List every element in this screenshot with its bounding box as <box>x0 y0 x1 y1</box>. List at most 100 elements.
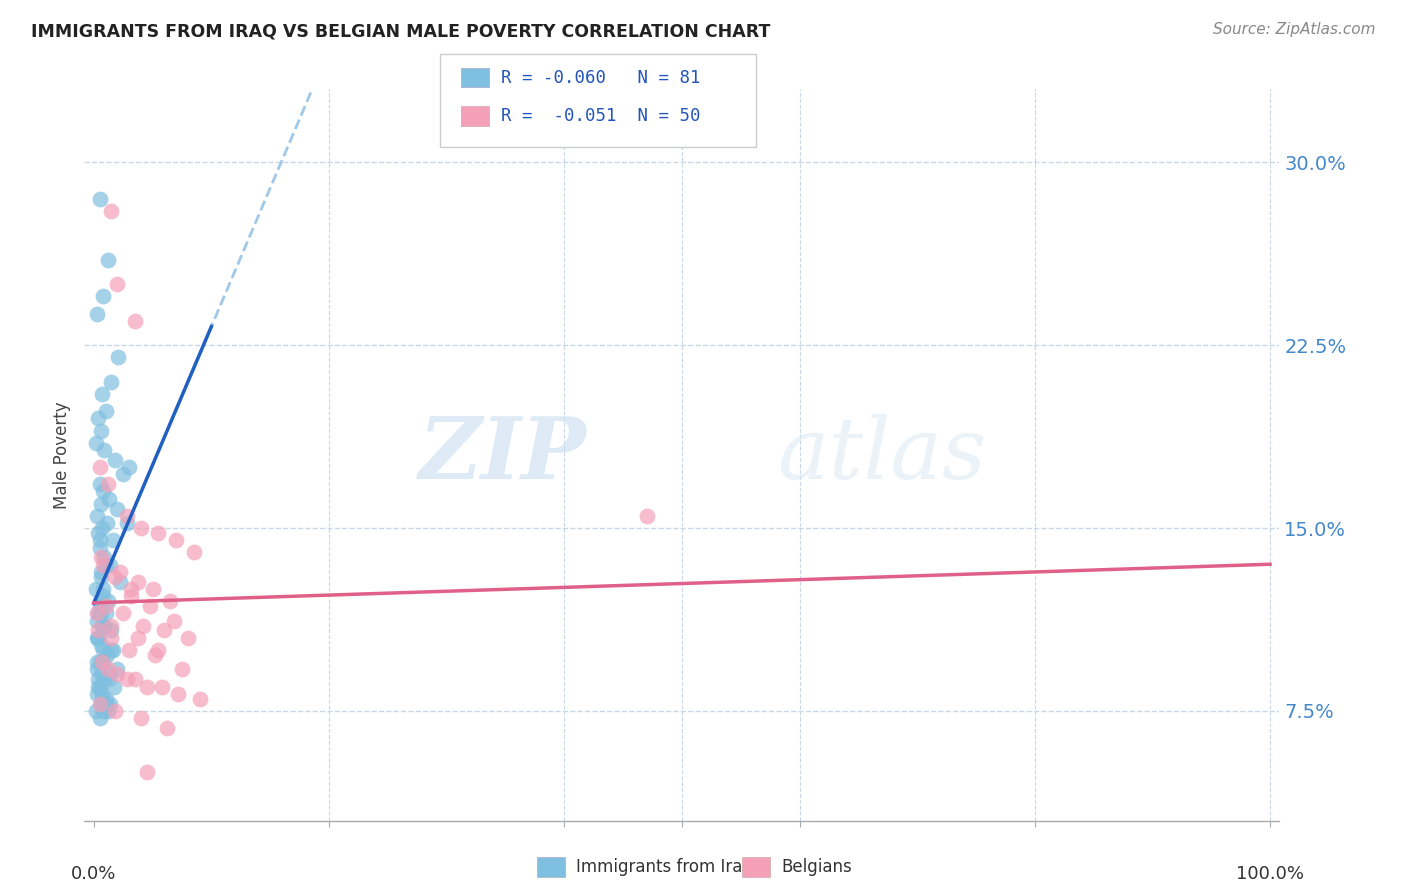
Point <box>98 672 121 686</box>
Point <box>103 680 125 694</box>
Point <box>90 697 112 711</box>
Point <box>90 424 112 438</box>
Point <box>97 477 120 491</box>
Point <box>91 484 114 499</box>
Point <box>170 663 193 677</box>
Point <box>112 467 135 482</box>
Point <box>98 667 121 681</box>
Point <box>94 558 117 572</box>
Point <box>132 618 155 632</box>
Point <box>159 594 181 608</box>
Point <box>105 501 128 516</box>
Point <box>101 643 124 657</box>
Point <box>100 204 122 219</box>
Point <box>124 672 146 686</box>
Point <box>97 663 120 677</box>
Point <box>93 443 115 458</box>
Point <box>90 497 112 511</box>
Point <box>86 607 108 621</box>
Point <box>91 691 114 706</box>
Point <box>129 521 152 535</box>
Point <box>89 192 111 206</box>
Point <box>108 574 131 589</box>
Point <box>90 550 112 565</box>
Point <box>98 558 121 572</box>
Point <box>105 277 128 292</box>
Point <box>100 618 122 632</box>
Point <box>97 594 120 608</box>
Point <box>86 306 108 320</box>
Point <box>89 594 111 608</box>
Text: 0.0%: 0.0% <box>72 864 117 882</box>
Point <box>96 648 118 662</box>
Point <box>98 697 121 711</box>
Point <box>636 508 658 523</box>
Point <box>93 618 115 632</box>
Text: Immigrants from Iraq: Immigrants from Iraq <box>576 858 754 876</box>
Point <box>84 704 107 718</box>
Point <box>143 648 166 662</box>
Point <box>91 704 114 718</box>
Point <box>100 624 122 638</box>
Point <box>94 404 117 418</box>
Point <box>127 631 149 645</box>
Point <box>104 704 127 718</box>
Point <box>87 631 110 645</box>
Point <box>153 624 176 638</box>
Point <box>87 672 110 686</box>
Point <box>90 638 112 652</box>
Point <box>91 582 114 596</box>
Point <box>142 582 165 596</box>
Point <box>165 533 187 548</box>
Point <box>163 614 186 628</box>
Point <box>86 631 108 645</box>
Point <box>96 516 118 531</box>
Point <box>94 691 117 706</box>
Point <box>94 607 117 621</box>
Point <box>124 314 146 328</box>
Point <box>91 558 114 572</box>
Point <box>135 764 157 779</box>
Point <box>89 680 111 694</box>
Point <box>112 607 135 621</box>
Point <box>89 533 111 548</box>
Point <box>89 541 111 555</box>
Point <box>148 525 170 540</box>
Point <box>89 599 111 613</box>
Point <box>91 590 114 604</box>
Point <box>84 582 107 596</box>
Point <box>91 655 114 669</box>
Point <box>91 643 114 657</box>
Point <box>84 435 107 450</box>
Text: R = -0.060   N = 81: R = -0.060 N = 81 <box>501 69 700 87</box>
Point <box>120 582 142 596</box>
Point <box>91 521 114 535</box>
Point <box>139 599 162 613</box>
Point <box>115 516 138 531</box>
Point <box>89 655 111 669</box>
Text: IMMIGRANTS FROM IRAQ VS BELGIAN MALE POVERTY CORRELATION CHART: IMMIGRANTS FROM IRAQ VS BELGIAN MALE POV… <box>31 22 770 40</box>
Point <box>87 631 110 645</box>
Y-axis label: Male Poverty: Male Poverty <box>53 401 72 508</box>
Point <box>129 711 152 725</box>
Point <box>96 697 118 711</box>
Point <box>115 672 138 686</box>
Point <box>89 711 111 725</box>
Point <box>89 460 111 475</box>
Point <box>93 550 115 565</box>
Point <box>87 624 110 638</box>
Point <box>91 655 114 669</box>
Point <box>100 631 122 645</box>
Point <box>100 643 122 657</box>
Point <box>101 533 124 548</box>
Point <box>156 721 179 735</box>
Point <box>91 387 114 401</box>
Text: ZIP: ZIP <box>419 413 586 497</box>
Point <box>90 607 112 621</box>
Point <box>93 618 115 632</box>
Point <box>118 460 141 475</box>
Point <box>183 545 205 559</box>
Point <box>86 655 108 669</box>
Point <box>105 667 128 681</box>
Point <box>86 687 108 701</box>
